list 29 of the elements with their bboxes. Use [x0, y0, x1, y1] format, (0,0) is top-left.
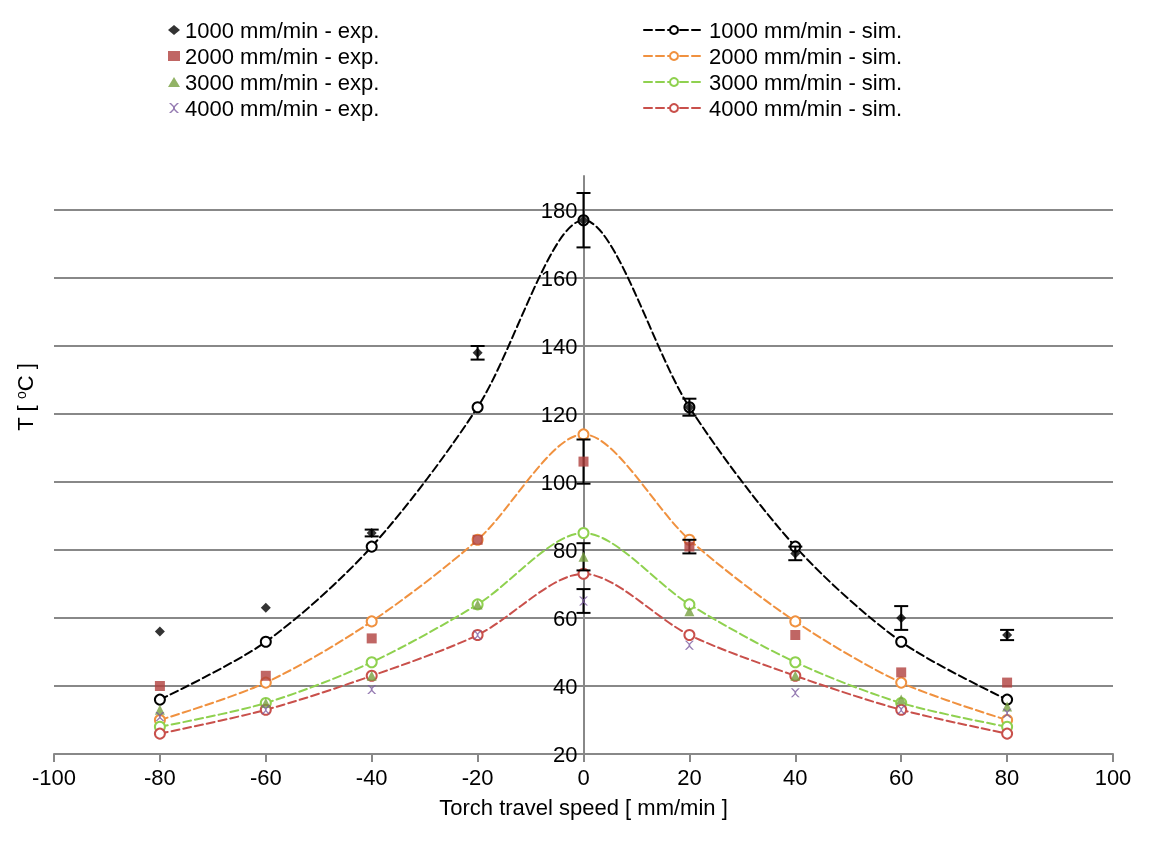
y-tick-label: 160 — [540, 265, 578, 291]
x-tick-label: -20 — [461, 764, 494, 790]
y-tick-label: 140 — [540, 333, 578, 359]
legend-label: 2000 mm/min - exp. — [185, 43, 380, 69]
x-tick-label: 40 — [783, 764, 808, 790]
x-tick-label: -40 — [355, 764, 388, 790]
x-tick-label: 0 — [577, 764, 590, 790]
x-axis-title: Torch travel speed [ mm/min ] — [439, 794, 728, 820]
y-tick-label: 100 — [540, 469, 578, 495]
x-tick-label: 100 — [1094, 764, 1132, 790]
y-tick-label: 180 — [540, 197, 578, 223]
y-tick-label: 40 — [553, 673, 578, 699]
x-tick-label: 20 — [677, 764, 702, 790]
x-tick-label: -80 — [144, 764, 176, 790]
legend-label: 3000 mm/min - sim. — [709, 69, 903, 95]
x-tick-label: 60 — [888, 764, 914, 790]
legend-label: 2000 mm/min - sim. — [709, 43, 903, 69]
legend-label: 4000 mm/min - exp. — [185, 95, 380, 121]
x-tick-label: -100 — [31, 764, 77, 790]
legend-label: 1000 mm/min - exp. — [185, 17, 380, 43]
y-tick-label: 20 — [553, 741, 578, 767]
x-tick-label: 80 — [994, 764, 1020, 790]
y-tick-label: 60 — [553, 605, 578, 631]
y-tick-label: 120 — [540, 401, 578, 427]
x-tick-label: -60 — [249, 764, 282, 790]
y-tick-label: 80 — [553, 537, 578, 563]
legend-label: 1000 mm/min - sim. — [709, 17, 903, 43]
legend-label: 3000 mm/min - exp. — [185, 69, 380, 95]
legend-label: 4000 mm/min - sim. — [709, 95, 903, 121]
